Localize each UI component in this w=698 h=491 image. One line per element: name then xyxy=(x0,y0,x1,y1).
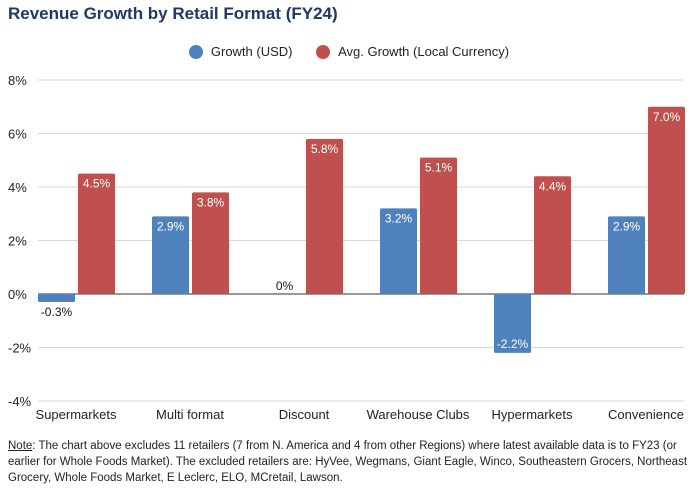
y-tick-label: 6% xyxy=(8,127,27,142)
data-label: 2.9% xyxy=(613,219,641,233)
legend: Growth (USD) Avg. Growth (Local Currency… xyxy=(0,44,698,62)
data-label: 3.2% xyxy=(385,211,413,225)
data-label: 0% xyxy=(276,279,294,293)
bar-usd xyxy=(152,216,189,294)
bar-local xyxy=(420,157,457,294)
bar-usd xyxy=(608,216,645,294)
x-tick-label: Convenience xyxy=(608,407,684,422)
bar-local xyxy=(648,106,685,294)
data-label: -2.2% xyxy=(497,337,529,351)
y-tick-label: 0% xyxy=(8,287,27,302)
note-label: Note xyxy=(8,440,33,452)
footnote: Note: The chart above excludes 11 retail… xyxy=(8,438,698,486)
bar-usd xyxy=(380,208,417,294)
bar-local xyxy=(78,173,115,294)
data-label: 5.8% xyxy=(311,142,339,156)
x-tick-label: Supermarkets xyxy=(36,407,117,422)
note-text: : The chart above excludes 11 retailers … xyxy=(8,440,688,484)
legend-label-usd: Growth (USD) xyxy=(210,44,293,59)
y-tick-label: -4% xyxy=(8,394,32,409)
data-label: 4.5% xyxy=(83,177,111,191)
y-tick-label: 8% xyxy=(8,73,27,88)
legend-item-usd: Growth (USD) xyxy=(188,44,293,59)
y-tick-label: 4% xyxy=(8,180,27,195)
x-tick-label: Warehouse Clubs xyxy=(367,407,470,422)
bar-local xyxy=(306,138,343,294)
x-tick-label: Discount xyxy=(279,407,330,422)
x-tick-label: Hypermarkets xyxy=(492,407,573,422)
x-tick-label: Multi format xyxy=(156,407,224,422)
legend-marker-usd xyxy=(188,44,203,59)
bar-chart: 8% 6% 4% 2% 0% -2% -4% Supermarkets -0.3% 4.5% Mul… xyxy=(8,73,685,422)
data-label: 7.0% xyxy=(653,110,681,124)
y-tick-label: -2% xyxy=(8,341,32,356)
y-tick-label: 2% xyxy=(8,234,27,249)
bar-local xyxy=(534,176,571,294)
legend-item-local: Avg. Growth (Local Currency) xyxy=(316,44,509,59)
bar-usd xyxy=(494,294,531,353)
data-label: 5.1% xyxy=(425,161,453,175)
data-label: 4.4% xyxy=(539,179,567,193)
data-label: 2.9% xyxy=(157,219,185,233)
chart-title: Revenue Growth by Retail Format (FY24) xyxy=(8,4,338,23)
legend-marker-local xyxy=(316,44,331,59)
bar-local xyxy=(192,192,229,294)
data-label: -0.3% xyxy=(41,305,73,319)
bar-usd xyxy=(38,294,75,303)
data-label: 3.8% xyxy=(197,195,225,209)
legend-label-local: Avg. Growth (Local Currency) xyxy=(338,44,510,59)
